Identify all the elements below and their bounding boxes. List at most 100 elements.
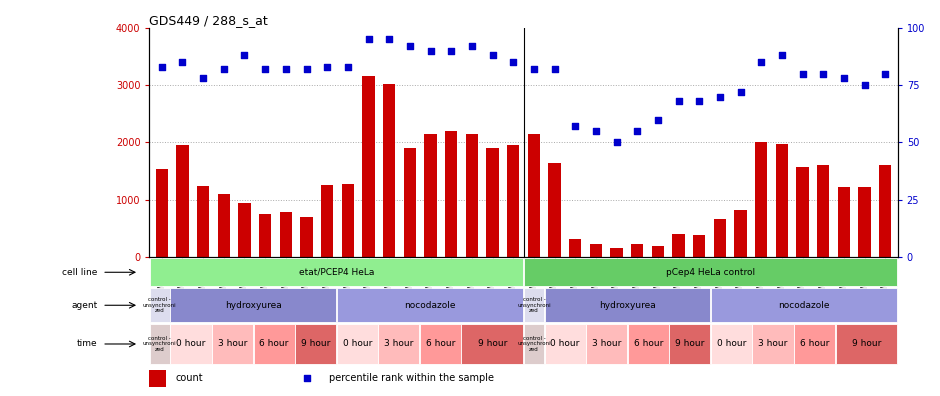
Text: nocodazole: nocodazole [778,301,830,310]
Bar [879,166,891,257]
Bar [383,84,396,257]
Point [733,89,748,95]
Bar [669,324,711,364]
Text: 6 hour: 6 hour [426,339,455,348]
Bar [587,324,627,364]
Point [196,75,211,81]
Text: 3 hour: 3 hour [759,339,788,348]
Text: 3 hour: 3 hour [218,339,247,348]
Point [258,66,273,72]
Text: control -
unsynchroni
zed: control - unsynchroni zed [143,336,177,352]
Bar [465,134,478,257]
Bar [420,324,461,364]
Text: 0 hour: 0 hour [342,339,372,348]
Bar [507,145,520,257]
Point [857,82,872,88]
Text: time: time [77,339,97,348]
Bar [796,167,808,257]
Bar [254,324,295,364]
Bar [524,258,898,286]
Bar [149,370,165,386]
Bar [776,144,788,257]
Text: count: count [176,373,203,383]
Bar [858,187,870,257]
Bar [524,288,544,322]
Bar [610,248,623,257]
Text: percentile rank within the sample: percentile rank within the sample [329,373,494,383]
Bar [794,324,835,364]
Bar [711,288,898,322]
Point [609,139,624,146]
Text: 0 hour: 0 hour [551,339,580,348]
Text: 9 hour: 9 hour [301,339,330,348]
Bar [672,234,684,257]
Bar [170,324,212,364]
Point [340,64,355,70]
Point [299,375,314,382]
Point [485,52,500,59]
Bar [486,148,499,257]
Bar [651,246,665,257]
Bar [569,240,582,257]
Point [588,128,603,134]
Point [671,98,686,104]
Bar [836,324,898,364]
Bar [527,134,540,257]
Text: pCep4 HeLa control: pCep4 HeLa control [666,268,755,277]
Bar [149,288,170,322]
Bar [341,184,354,257]
Point [361,36,376,42]
Point [278,66,293,72]
Bar [321,185,334,257]
Point [837,75,852,81]
Point [816,70,831,77]
Point [237,52,252,59]
Point [754,59,769,65]
Bar [838,187,850,257]
Point [320,64,335,70]
Bar [177,145,189,257]
Bar [752,324,793,364]
Bar [156,169,168,257]
Text: 3 hour: 3 hour [384,339,414,348]
Bar [378,324,419,364]
Text: control -
unsynchroni
zed: control - unsynchroni zed [517,297,551,313]
Bar [337,324,378,364]
Point [650,116,666,123]
Text: 0 hour: 0 hour [177,339,206,348]
Point [878,70,893,77]
Bar [544,288,711,322]
Bar [755,143,767,257]
Text: 9 hour: 9 hour [478,339,507,348]
Bar [212,324,253,364]
Point [692,98,707,104]
Text: 3 hour: 3 hour [592,339,621,348]
Bar [197,186,210,257]
Point [216,66,231,72]
Text: GDS449 / 288_s_at: GDS449 / 288_s_at [149,13,268,27]
Text: 6 hour: 6 hour [259,339,289,348]
Text: etat/PCEP4 HeLa: etat/PCEP4 HeLa [299,268,374,277]
Point [464,43,479,49]
Text: control -
unsynchroni
zed: control - unsynchroni zed [143,297,177,313]
Point [547,66,562,72]
Bar [239,203,251,257]
Bar [544,324,586,364]
Bar [149,324,170,364]
Text: 9 hour: 9 hour [852,339,881,348]
Point [175,59,190,65]
Bar [693,235,705,257]
Bar [300,217,313,257]
Text: 9 hour: 9 hour [675,339,705,348]
Bar [524,324,544,364]
Point [506,59,521,65]
Point [775,52,790,59]
Point [444,48,459,54]
Bar [362,76,375,257]
Text: agent: agent [71,301,97,310]
Text: hydroxyurea: hydroxyurea [599,301,656,310]
Text: control -
unsynchroni
zed: control - unsynchroni zed [517,336,551,352]
Point [423,48,438,54]
Point [526,66,541,72]
Bar [149,258,524,286]
